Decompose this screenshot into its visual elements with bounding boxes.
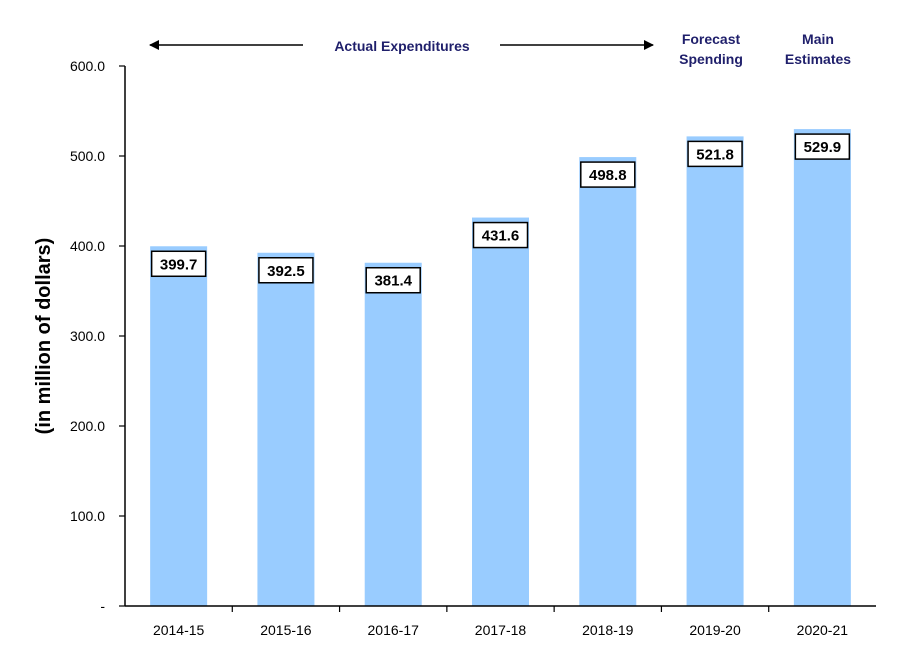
bar-2020-21 bbox=[793, 129, 851, 606]
x-ticks-group: 2014-15 2015-16 2016-17 2017-18 2018-19 2019-… bbox=[153, 606, 848, 638]
value-label: 381.4 bbox=[374, 273, 412, 290]
x-tick-label: 2018-19 bbox=[582, 622, 634, 638]
value-label-box bbox=[580, 161, 636, 188]
x-tick-label: 2014-15 bbox=[153, 622, 205, 638]
x-tick-label: 2020-21 bbox=[797, 622, 849, 638]
y-tick-label: 400.0 bbox=[70, 238, 105, 254]
value-label-box bbox=[365, 266, 421, 294]
y-ticks-group: - 100.0 200.0 300.0 400.0 500.0 600.0 bbox=[70, 58, 125, 614]
bar-2018-19 bbox=[579, 157, 637, 606]
y-axis-label: (in million of dollars) bbox=[33, 238, 55, 435]
bar-2019-20 bbox=[686, 136, 744, 606]
value-label-box bbox=[150, 250, 207, 278]
y-tick-label: 600.0 bbox=[70, 58, 105, 74]
bar-2017-18 bbox=[472, 217, 529, 606]
bar-2015-16 bbox=[257, 252, 315, 606]
main-estimates-label-line1: Main bbox=[802, 31, 834, 47]
y-tick-label: 500.0 bbox=[70, 148, 105, 164]
value-label-box bbox=[258, 257, 314, 284]
y-tick-label: - bbox=[100, 598, 105, 614]
value-label: 521.8 bbox=[696, 146, 734, 163]
bars-group bbox=[150, 129, 851, 606]
main-estimates-label-line2: Estimates bbox=[785, 51, 851, 67]
value-label: 529.9 bbox=[804, 139, 842, 156]
y-tick-label: 200.0 bbox=[70, 418, 105, 434]
value-label: 431.6 bbox=[482, 228, 520, 245]
value-label-box bbox=[472, 221, 529, 249]
x-tick-label: 2016-17 bbox=[368, 622, 420, 638]
value-label-box bbox=[687, 140, 743, 168]
bar-2014-15 bbox=[150, 246, 208, 606]
value-label: 498.8 bbox=[589, 167, 627, 184]
forecast-label-line2: Spending bbox=[679, 51, 743, 67]
value-label-box bbox=[794, 133, 851, 160]
value-label: 399.7 bbox=[160, 256, 198, 273]
bar-2016-17 bbox=[364, 262, 422, 606]
y-tick-label: 300.0 bbox=[70, 328, 105, 344]
value-labels-group: 399.7 392.5 381.4 431.6 498.8 521.8 529.9 bbox=[150, 133, 851, 294]
x-tick-label: 2015-16 bbox=[260, 622, 312, 638]
x-tick-label: 2019-20 bbox=[689, 622, 741, 638]
forecast-label-line1: Forecast bbox=[682, 31, 741, 47]
actual-expenditures-label: Actual Expenditures bbox=[334, 38, 470, 54]
y-tick-label: 100.0 bbox=[70, 508, 105, 524]
x-tick-label: 2017-18 bbox=[475, 622, 527, 638]
value-label: 392.5 bbox=[267, 263, 305, 280]
